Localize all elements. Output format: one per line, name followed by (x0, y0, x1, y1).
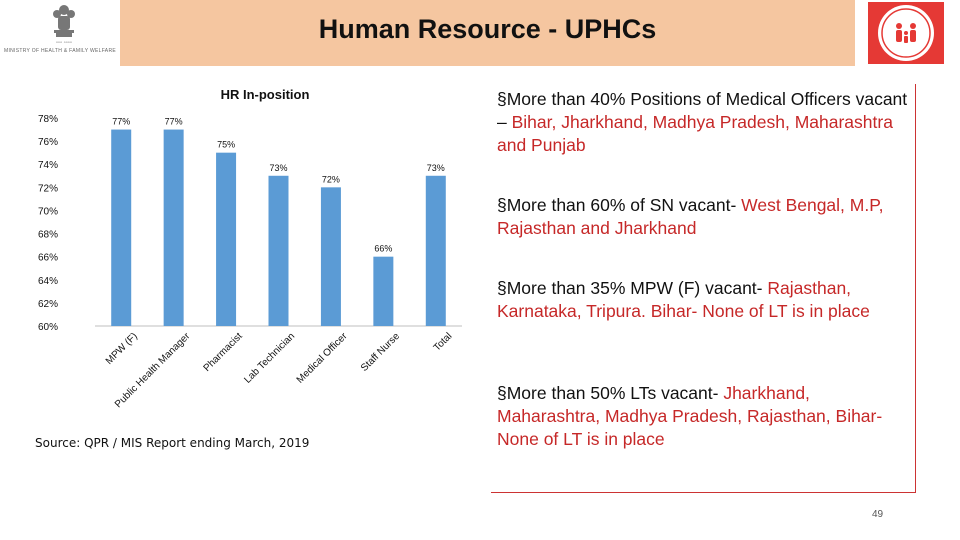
bullet-1-text: §More than 40% Positions of Medical Offi… (497, 89, 908, 132)
bar (268, 175, 289, 326)
y-tick-label: 64% (38, 276, 58, 287)
bullet-item-1: §More than 40% Positions of Medical Offi… (497, 88, 911, 157)
y-tick-label: 74% (38, 160, 58, 171)
bullet-3-highlight: Rajasthan, Karnataka, Tripura. Bihar- No… (497, 278, 870, 321)
category-label: Lab Technician (242, 331, 297, 386)
category-label: Total (432, 331, 455, 354)
bar (373, 256, 394, 326)
data-label: 72% (322, 174, 340, 184)
category-label: Staff Nurse (359, 331, 402, 374)
data-label: 75% (217, 140, 235, 150)
data-label: 66% (374, 244, 392, 254)
nhm-logo-icon (868, 2, 944, 64)
ministry-caption: MINISTRY OF HEALTH & FAMILY WELFARE (3, 48, 116, 54)
bullet-2-text: §More than 60% of SN vacant- (497, 195, 742, 215)
source-note: Source: QPR / MIS Report ending March, 2… (35, 436, 310, 450)
category-label: Pharmacist (202, 331, 245, 374)
y-tick-label: 66% (38, 253, 58, 264)
data-label: 73% (269, 163, 287, 173)
bar (216, 152, 237, 326)
data-label: 77% (112, 117, 130, 127)
y-tick-label: 70% (38, 206, 58, 217)
slide-header: Human Resource - UPHCs ᵒᵒᵒ ᵒᵒᵒᵒ MINISTRY… (0, 0, 960, 68)
bullet-4-highlight: Jharkhand, Maharashtra, Madhya Pradesh, … (497, 383, 883, 449)
y-tick-label: 78% (38, 114, 58, 125)
hr-chart: HR In-position 78% 76% 74% 72% 70% 68% 66% 64% 6… (30, 82, 470, 412)
bar (320, 187, 341, 326)
category-label: MPW (F) (104, 331, 140, 367)
bullet-item-4: §More than 50% LTs vacant- Jharkhand, Ma… (497, 382, 911, 451)
bullet-3-text: §More than 35% MPW (F) vacant- (497, 278, 768, 298)
y-tick-label: 60% (38, 322, 58, 333)
bullet-1-highlight: Bihar, Jharkhand, Madhya Pradesh, Mahara… (497, 112, 893, 155)
category-label: Medical Officer (295, 330, 350, 385)
bullet-2-highlight: West Bengal, M.P, Rajasthan and Jharkhan… (497, 195, 884, 238)
national-emblem-icon: ᵒᵒᵒ ᵒᵒᵒᵒ (53, 5, 75, 47)
y-tick-label: 62% (38, 299, 58, 310)
chart-title: HR In-position (220, 87, 310, 102)
bar (111, 129, 132, 326)
bar (163, 129, 184, 326)
page-number: 49 (872, 509, 884, 520)
bar-chart-svg: 78% 76% 74% 72% 70% 68% 66% 64% 62% 60% 77% MPW (F)… (38, 114, 462, 410)
bar (425, 175, 446, 326)
bullet-item-3: §More than 35% MPW (F) vacant- Rajasthan… (497, 277, 911, 323)
findings-panel: §More than 40% Positions of Medical Offi… (491, 84, 916, 493)
y-tick-label: 76% (38, 137, 58, 148)
data-label: 73% (427, 163, 445, 173)
y-tick-label: 72% (38, 183, 58, 194)
title-band (120, 0, 855, 66)
slide-title: Human Resource - UPHCs (318, 14, 657, 44)
bullet-item-2: §More than 60% of SN vacant- West Bengal… (497, 194, 911, 240)
bullet-4-text: §More than 50% LTs vacant- (497, 383, 724, 403)
y-tick-label: 68% (38, 230, 58, 241)
svg-text:ᵒᵒᵒ ᵒᵒᵒᵒ: ᵒᵒᵒ ᵒᵒᵒᵒ (56, 41, 72, 47)
data-label: 77% (165, 117, 183, 127)
